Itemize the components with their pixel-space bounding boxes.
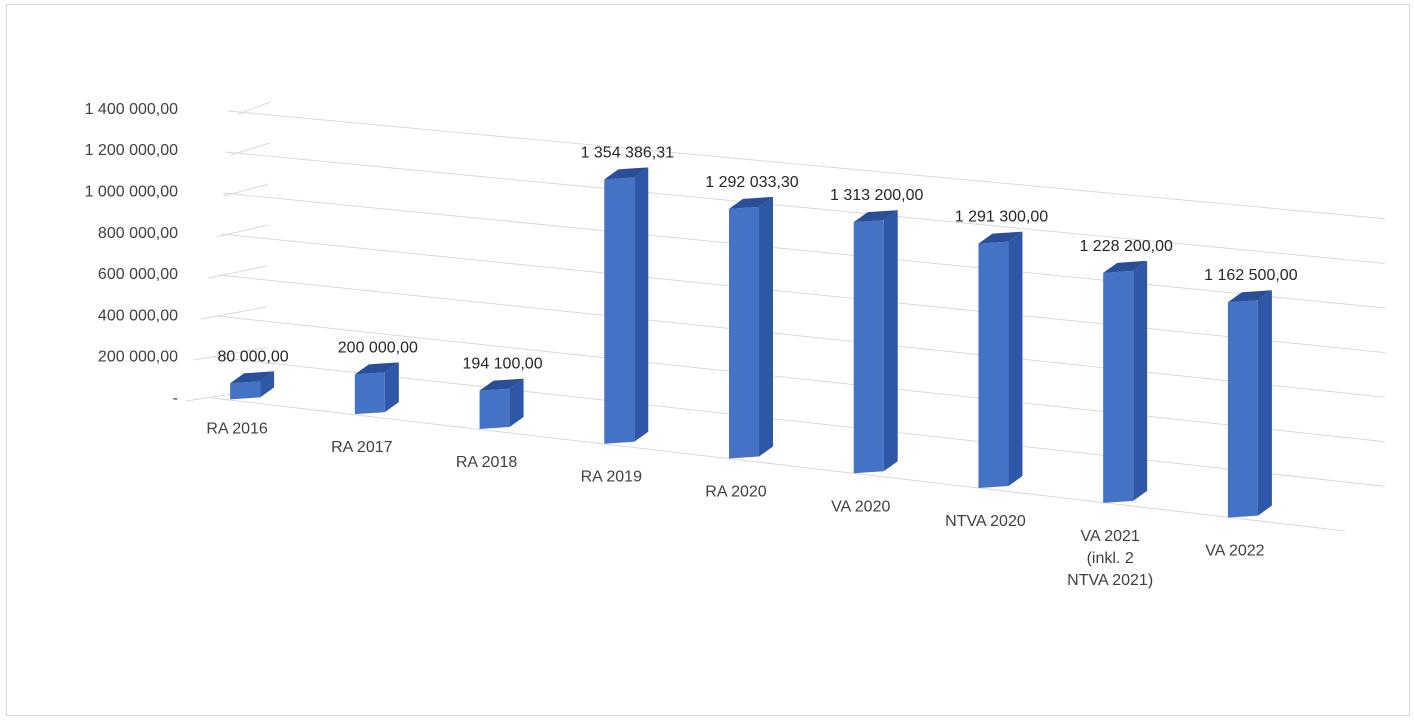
data-label: 1 313 200,00: [830, 187, 924, 204]
bar-top: [1103, 260, 1148, 273]
gridline: [211, 397, 1346, 532]
bar-top: [1227, 290, 1272, 303]
bar: [354, 362, 399, 415]
bar-top: [853, 210, 898, 223]
bar-top: [230, 371, 275, 384]
bar-top: [729, 196, 773, 209]
category-label: VA 2020: [831, 498, 890, 515]
category-label: VA 2022: [1205, 543, 1264, 560]
bar-top: [604, 167, 649, 180]
category-label: RA 2018: [456, 454, 517, 471]
bar: [1103, 260, 1148, 503]
bar-front: [230, 381, 261, 400]
bar: [604, 167, 649, 444]
category-label: NTVA 2020: [945, 513, 1026, 530]
y-tick-label: 1 000 000,00: [85, 184, 179, 201]
bar-side: [634, 167, 649, 442]
bar-front: [1227, 300, 1258, 518]
bar-side: [260, 371, 275, 398]
gridline: [227, 110, 1386, 220]
category-label: VA 2021: [1081, 528, 1140, 545]
data-label: 80 000,00: [218, 348, 289, 365]
data-labels: 80 000,00 200 000,00 194 100,00 1 354 386,3…: [218, 144, 1298, 372]
x-axis-categories: RA 2016 RA 2017 RA 2018 RA 2019 RA 2020 VA 20…: [206, 420, 1264, 588]
bar-front: [1103, 270, 1134, 503]
bar-top: [354, 362, 399, 375]
data-label: 1 162 500,00: [1204, 267, 1298, 284]
bar-side: [509, 378, 524, 427]
data-label: 1 292 033,30: [705, 174, 799, 191]
bar-side: [1257, 290, 1272, 516]
y-tick-label: 400 000,00: [98, 307, 178, 324]
bar-front: [354, 372, 385, 415]
gridline: [214, 356, 1386, 487]
gridline-axis-seg: [215, 224, 269, 238]
bar: [1227, 290, 1272, 518]
gridline: [218, 274, 1386, 398]
gridline: [216, 315, 1386, 443]
y-tick-label: 1 400 000,00: [85, 101, 179, 118]
bar-front: [729, 206, 759, 459]
data-label: 200 000,00: [338, 339, 418, 356]
data-label: 1 228 200,00: [1079, 238, 1173, 255]
bar-side: [384, 362, 399, 413]
gridline-axis-seg: [200, 306, 267, 320]
gridline-axis-seg: [208, 265, 268, 279]
bar-front: [853, 220, 884, 474]
y-tick-label: 200 000,00: [98, 349, 178, 366]
bar: [230, 371, 275, 400]
category-label: RA 2020: [705, 484, 766, 501]
y-tick-label: 800 000,00: [98, 225, 178, 242]
data-label: 194 100,00: [463, 356, 543, 373]
category-label: RA 2019: [581, 469, 642, 486]
gridline-axis-seg: [238, 101, 271, 115]
bar-top: [978, 231, 1023, 244]
bar-side: [759, 196, 773, 457]
bar-side: [1008, 231, 1023, 487]
data-label: 1 291 300,00: [955, 209, 1049, 226]
category-label: NTVA 2021): [1067, 572, 1153, 589]
bar: [978, 231, 1023, 489]
gridline: [220, 233, 1386, 354]
y-tick-label: 1 200 000,00: [85, 142, 179, 159]
bar-front: [479, 388, 510, 429]
bar-top: [479, 378, 524, 391]
y-tick-label: 600 000,00: [98, 266, 178, 283]
gridlines: [185, 101, 1386, 532]
category-label: (inkl. 2: [1087, 550, 1134, 567]
y-tick-label: -: [173, 390, 178, 407]
y-axis-ticks: - 200 000,00 400 000,00 600 000,00 800 000,0…: [85, 101, 179, 407]
data-label: 1 354 386,31: [581, 144, 675, 161]
bar-side: [1133, 260, 1148, 501]
bar: [853, 210, 898, 474]
bar-front: [604, 177, 635, 444]
bar: [479, 378, 524, 429]
gridline-axis-seg: [223, 183, 269, 197]
category-label: RA 2016: [206, 420, 267, 437]
gridline-axis-seg: [193, 347, 266, 361]
bars: [230, 167, 1272, 518]
bar-side: [883, 210, 898, 472]
gridline: [225, 151, 1386, 264]
gridline: [223, 192, 1386, 309]
category-label: RA 2017: [331, 439, 392, 456]
bar: [729, 196, 773, 459]
bar-front: [978, 241, 1009, 489]
gridline-axis-seg: [230, 142, 270, 156]
